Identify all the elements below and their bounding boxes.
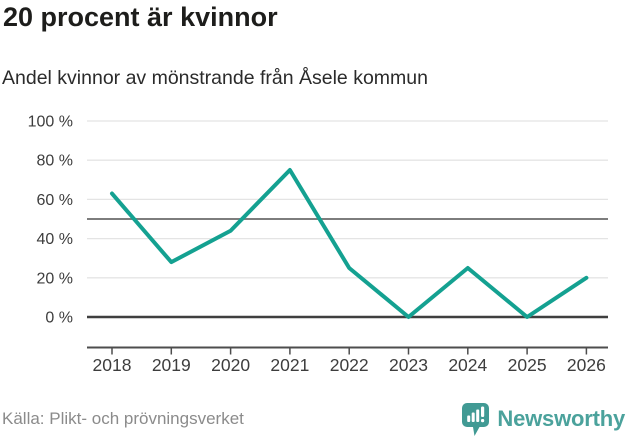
y-tick-label: 100 % <box>28 114 73 131</box>
y-tick-label: 80 % <box>37 153 73 170</box>
x-tick-label: 2019 <box>152 355 191 375</box>
x-tick-label: 2023 <box>389 355 428 375</box>
newsworthy-speech-bubble-icon <box>462 402 490 436</box>
x-tick-label: 2026 <box>567 355 606 375</box>
chart-subtitle: Andel kvinnor av mönstrande från Åsele k… <box>2 67 428 89</box>
newsworthy-logo: Newsworthy <box>461 402 625 437</box>
x-tick-label: 2025 <box>508 355 547 375</box>
x-tick-label: 2020 <box>211 355 250 375</box>
chart-footer: Källa: Plikt- och prövningsverket Newswo… <box>0 399 631 439</box>
y-tick-label: 40 % <box>37 231 73 248</box>
y-tick-label: 20 % <box>37 270 73 287</box>
data-line <box>110 168 589 319</box>
x-tick-label: 2022 <box>330 355 369 375</box>
source-text: Källa: Plikt- och prövningsverket <box>2 409 244 428</box>
y-tick-label: 60 % <box>37 192 73 209</box>
newsworthy-logo-text: Newsworthy <box>497 406 625 431</box>
chart-title: 20 procent är kvinnor <box>3 2 278 32</box>
x-tick-label: 2024 <box>448 355 487 375</box>
x-tick-label: 2021 <box>270 355 309 375</box>
line-chart: 0 % 20 % 40 % 60 % 80 % 100 % 2018 2019 2020 2021… <box>28 114 608 375</box>
x-tick-label: 2018 <box>93 355 132 375</box>
y-tick-label: 0 % <box>45 310 73 327</box>
